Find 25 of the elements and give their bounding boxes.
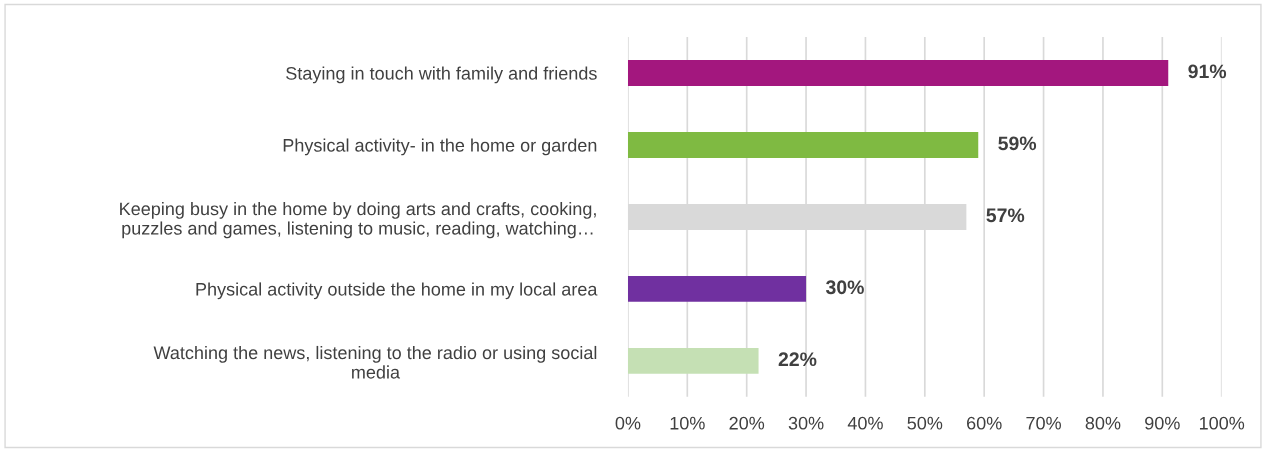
bar [627,275,807,302]
data-label: 57% [986,208,1025,223]
bar [627,132,979,158]
x-tick-label: 100% [1199,416,1245,430]
data-label: 30% [825,280,864,295]
x-tick-label: 50% [907,416,943,430]
bar [627,60,1169,86]
x-tick-label: 0% [615,416,641,430]
x-tick-label: 10% [670,416,705,430]
data-label: 22% [778,352,817,367]
y-tick-label: Watching the news, listening to the radio or using social media [153,345,597,379]
data-label: 91% [1188,64,1227,79]
y-tick-label: Staying in touch with family and friends [286,66,597,84]
x-tick-label: 30% [788,416,824,430]
y-tick-label: Physical activity outside the home in my local area [196,282,598,300]
x-tick-label: 40% [847,416,883,430]
x-tick-label: 80% [1085,416,1121,430]
x-tick-label: 60% [967,416,1002,430]
x-tick-label: 20% [729,416,765,430]
x-tick-label: 90% [1145,416,1180,430]
x-tick-label: 70% [1026,416,1061,430]
data-label: 59% [998,136,1037,151]
y-tick-label: Keeping busy in the home by doing arts and crafts, cooking, puzzles and games, listening to music, reading, watching… [120,202,596,239]
y-tick-label: Physical activity- in the home or garden [283,138,597,156]
bar [627,347,759,374]
